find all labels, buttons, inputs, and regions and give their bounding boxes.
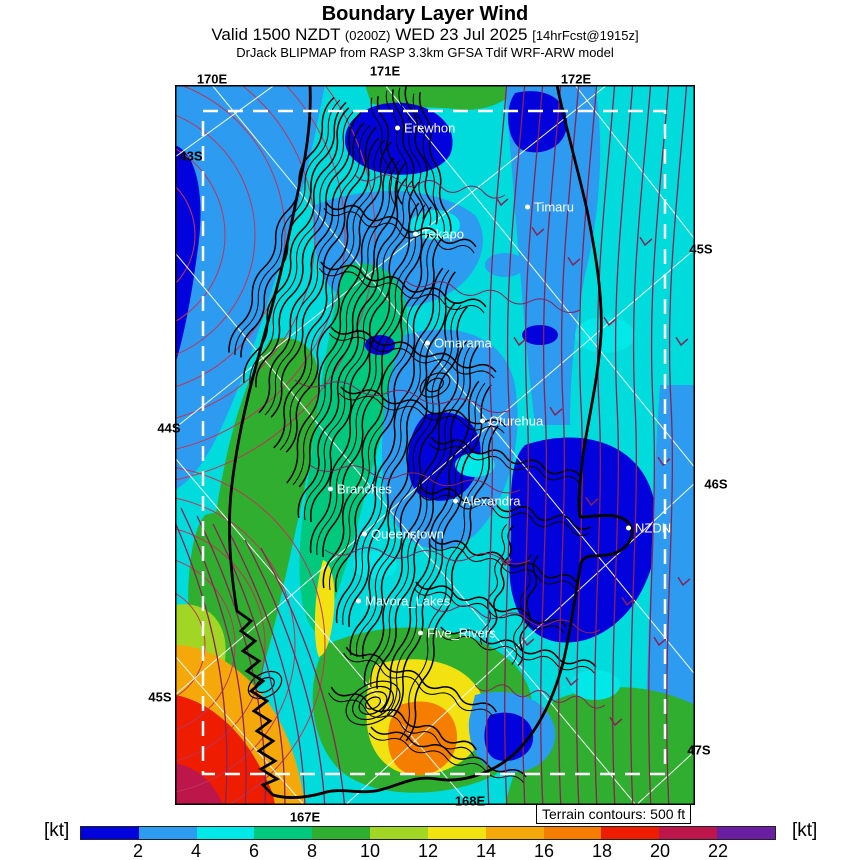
colorbar-segment	[138, 827, 197, 839]
graticule-label: 171E	[369, 63, 401, 79]
place-label-alexandra: Alexandra	[453, 494, 521, 509]
colorbar-unit-right: [kt]	[792, 820, 818, 841]
terrain-contours-note: Terrain contours: 500 ft	[536, 804, 692, 824]
colorbar-segment	[427, 827, 486, 839]
valid-time-line: Valid 1500 NZDT (0200Z) WED 23 Jul 2025 …	[0, 25, 850, 44]
place-name: Branches	[337, 481, 392, 497]
terrain-contour-lines	[228, 86, 597, 784]
colorbar-ticks: 2 4 6 8 10 12 14 16 18 20 22	[80, 841, 776, 860]
place-label-erewhon: Erewhon	[395, 121, 455, 136]
colorbar-tick: 18	[591, 841, 613, 860]
colorbar-tick: 14	[475, 841, 497, 860]
colorbar-segment	[717, 827, 775, 839]
place-label-timaru: Timaru	[525, 200, 574, 215]
sea-pressure-arcs	[175, 85, 376, 805]
colorbar-unit-left: [kt]	[44, 820, 70, 841]
colorbar-tick: 22	[707, 841, 729, 860]
valid-zulu: (0200Z)	[344, 28, 391, 44]
place-label-queenstown: Queenstown	[362, 527, 444, 542]
model-line: DrJack BLIPMAP from RASP 3.3km GFSA Tdif…	[236, 45, 614, 61]
graticule-label: 167E	[289, 809, 321, 825]
colorbar-segment	[81, 827, 139, 839]
wind-speed-colorbar	[80, 826, 776, 840]
colorbar-segment	[196, 827, 255, 839]
graticule-label: 43S	[179, 148, 203, 164]
colorbar-segment	[254, 827, 313, 839]
graticule-label: 170E	[196, 71, 228, 87]
place-dot	[395, 125, 400, 131]
place-label-oturehua: Oturehua	[480, 414, 543, 429]
wind-speed-regions	[175, 85, 695, 805]
place-dot	[453, 498, 458, 504]
map-graphic	[175, 85, 695, 805]
map-frame	[175, 85, 695, 805]
place-dot	[362, 531, 367, 537]
place-label-mavora_lakes: Mavora_Lakes	[356, 594, 450, 609]
inner-domain-box	[201, 109, 667, 776]
colorbar-tick: 4	[190, 841, 202, 860]
graticule-label: 45S	[148, 689, 172, 705]
place-name: Alexandra	[462, 493, 521, 509]
graticule-label: 46S	[704, 476, 728, 492]
colorbar-segment	[543, 827, 602, 839]
place-name: Mavora_Lakes	[365, 593, 451, 609]
graticule-label: 168E	[454, 793, 486, 809]
colorbar-tick: 16	[533, 841, 555, 860]
forecast-map: Erewhon Timaru Tekapo Omarama Oturehua Branch…	[175, 85, 695, 805]
colorbar-segment	[485, 827, 544, 839]
valid-date: WED 23 Jul 2025	[395, 25, 528, 45]
place-dot	[328, 486, 333, 492]
colorbar-tick: 2	[132, 841, 144, 860]
valid-fcst: [14hrFcst@1915z]	[532, 28, 639, 44]
place-label-tekapo: Tekapo	[413, 227, 464, 242]
graticule-label: 172E	[560, 71, 592, 87]
streamline-arrowheads	[495, 196, 691, 727]
valid-prefix: Valid 1500 NZDT	[211, 25, 341, 45]
colorbar-tick: 8	[306, 841, 318, 860]
place-label-five_rivers: Five_Rivers	[418, 626, 496, 641]
colorbar-segment	[370, 827, 428, 839]
place-name: Five_Rivers	[427, 625, 496, 641]
place-name: NZDN	[635, 520, 672, 536]
colorbar-segment	[312, 827, 371, 839]
page-title: Boundary Layer Wind	[321, 3, 529, 25]
graticule-label: 47S	[687, 742, 711, 758]
header: Boundary Layer Wind Valid 1500 NZDT (020…	[0, 3, 850, 61]
place-label-omarama: Omarama	[425, 336, 492, 351]
place-label-nzdn: NZDN	[626, 521, 671, 536]
place-name: Omarama	[434, 335, 492, 351]
place-dot	[626, 525, 631, 531]
place-name: Oturehua	[489, 413, 544, 429]
colorbar-segment	[659, 827, 718, 839]
place-label-branches: Branches	[328, 482, 392, 497]
colorbar-segment	[601, 827, 660, 839]
colorbar-tick: 6	[248, 841, 260, 860]
colorbar-tick: 10	[359, 841, 381, 860]
place-dot	[413, 231, 418, 237]
place-dot	[480, 418, 485, 424]
colorbar-tick: 20	[649, 841, 671, 860]
place-name: Erewhon	[404, 120, 456, 136]
graticule-label: 44S	[157, 420, 181, 436]
coastline	[227, 85, 634, 799]
place-name: Tekapo	[422, 226, 464, 242]
place-name: Timaru	[534, 199, 574, 215]
place-dot	[418, 630, 423, 636]
place-dot	[425, 340, 430, 346]
place-dot	[356, 598, 361, 604]
graticule-label: 45S	[689, 241, 713, 257]
place-dot	[525, 204, 530, 210]
place-name: Queenstown	[371, 526, 444, 542]
colorbar-tick: 12	[417, 841, 439, 860]
